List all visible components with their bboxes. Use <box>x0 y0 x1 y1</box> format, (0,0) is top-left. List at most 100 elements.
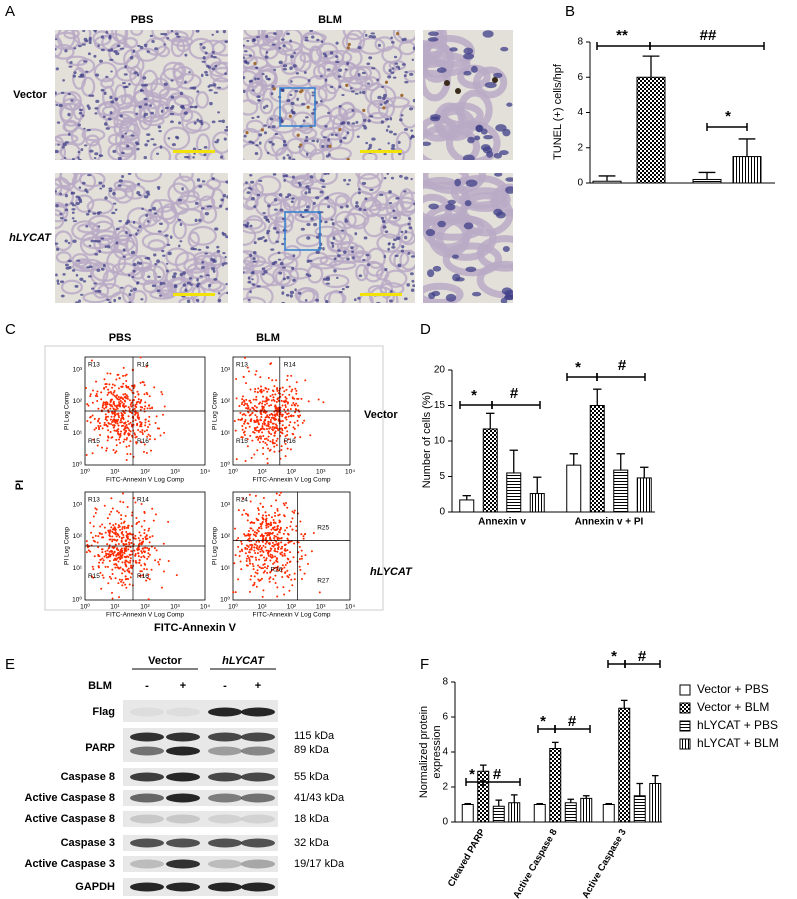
event-dot <box>275 427 277 429</box>
event-dot <box>263 421 265 423</box>
event-dot <box>252 584 254 586</box>
event-dot <box>273 418 275 420</box>
event-dot <box>116 548 118 550</box>
plot-x-label: FITC-Annexin V Log Comp <box>252 612 330 619</box>
nucleus <box>82 114 85 116</box>
nucleus <box>123 86 127 88</box>
x-tick-label: 10⁰ <box>228 603 238 611</box>
event-dot <box>266 572 268 574</box>
nucleus <box>190 106 194 108</box>
event-dot <box>108 547 110 549</box>
nucleus <box>151 40 154 43</box>
event-dot <box>147 426 149 428</box>
nucleus <box>283 278 286 281</box>
nucleus <box>305 116 309 118</box>
event-dot <box>140 424 142 426</box>
nucleus <box>286 32 290 35</box>
nucleus <box>388 69 391 73</box>
event-dot <box>257 507 259 509</box>
nucleus <box>72 269 75 272</box>
event-dot <box>239 550 241 552</box>
event-dot <box>118 524 120 526</box>
event-dot <box>104 551 106 553</box>
nucleus <box>157 188 160 190</box>
quadrant-label: R13 <box>88 497 100 504</box>
event-dot <box>130 554 132 556</box>
event-dot <box>277 438 279 440</box>
event-dot <box>258 423 260 425</box>
event-dot <box>111 569 113 571</box>
row-label: hLYCAT <box>370 566 413 578</box>
event-dot <box>304 533 306 535</box>
event-dot <box>311 550 313 552</box>
nucleus <box>76 260 80 262</box>
event-dot <box>265 519 267 521</box>
event-dot <box>270 550 272 552</box>
event-dot <box>163 571 165 573</box>
event-dot <box>265 527 267 529</box>
event-dot <box>151 569 153 571</box>
event-dot <box>260 419 262 421</box>
event-dot <box>245 427 247 429</box>
nucleus <box>243 224 247 227</box>
event-dot <box>241 403 243 405</box>
nucleus <box>216 246 219 249</box>
nucleus <box>320 75 323 77</box>
nucleus <box>320 179 324 182</box>
event-dot <box>126 543 128 545</box>
nucleus <box>128 301 131 303</box>
nucleus <box>389 202 393 204</box>
nucleus <box>225 283 228 285</box>
nucleus <box>198 185 202 188</box>
nucleus <box>437 221 446 228</box>
nucleus <box>290 55 294 58</box>
event-dot <box>279 514 281 516</box>
event-dot <box>285 389 287 391</box>
event-dot <box>268 405 270 407</box>
event-dot <box>122 375 124 377</box>
event-dot <box>272 396 274 398</box>
x-tick-label: Active Caspase 8 <box>511 827 560 899</box>
event-dot <box>149 435 151 437</box>
nucleus <box>354 232 357 235</box>
blot-band <box>208 773 242 782</box>
event-dot <box>302 535 304 537</box>
nucleus <box>73 47 76 49</box>
event-dot <box>265 537 267 539</box>
nucleus <box>376 79 379 82</box>
event-dot <box>136 403 138 405</box>
bar <box>565 803 576 822</box>
event-dot <box>144 421 146 423</box>
event-dot <box>141 429 143 431</box>
nucleus <box>210 258 212 261</box>
x-tick-label: Annexin v + PI <box>575 517 644 528</box>
nucleus <box>342 121 346 124</box>
event-dot <box>247 445 249 447</box>
event-dot <box>304 554 306 556</box>
y-tick-label: 8 <box>442 677 448 688</box>
nucleus <box>98 181 102 184</box>
event-dot <box>260 525 262 527</box>
nucleus <box>249 54 252 56</box>
event-dot <box>273 562 275 564</box>
event-dot <box>92 402 94 404</box>
nucleus <box>401 114 404 116</box>
event-dot <box>274 512 276 514</box>
event-dot <box>235 378 237 380</box>
event-dot <box>265 543 267 545</box>
event-dot <box>147 407 149 409</box>
nucleus <box>338 75 342 77</box>
event-dot <box>115 439 117 441</box>
event-dot <box>277 429 279 431</box>
nucleus <box>256 285 260 287</box>
nucleus <box>133 288 137 291</box>
nucleus <box>196 278 199 281</box>
nucleus <box>216 30 219 33</box>
event-dot <box>118 536 120 538</box>
nucleus <box>371 67 375 69</box>
event-dot <box>156 549 158 551</box>
nucleus <box>268 221 270 223</box>
event-dot <box>266 567 268 569</box>
event-dot <box>131 573 133 575</box>
nucleus <box>154 263 157 265</box>
